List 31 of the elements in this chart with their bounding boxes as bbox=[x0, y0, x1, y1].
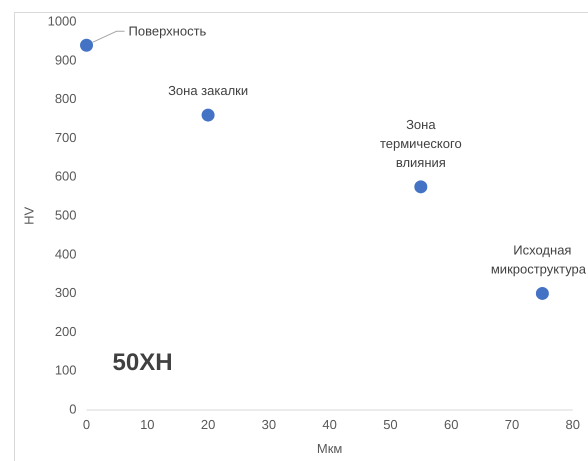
y-tick-label: 500 bbox=[54, 207, 77, 222]
y-tick-label: 1000 bbox=[48, 14, 77, 29]
y-tick-label: 300 bbox=[54, 285, 77, 300]
y-tick-label: 600 bbox=[54, 168, 77, 184]
x-tick-label: 70 bbox=[504, 417, 520, 432]
annotation: Исходная микроструктура bbox=[490, 242, 587, 276]
x-tick-label: 50 bbox=[383, 417, 398, 432]
y-tick-label: 0 bbox=[69, 401, 77, 416]
x-tick-label: 30 bbox=[262, 417, 276, 432]
x-tick-label: 10 bbox=[140, 417, 155, 432]
y-tick-label: 700 bbox=[54, 130, 77, 145]
y-tick-label: 400 bbox=[54, 246, 77, 262]
y-tick-label: 900 bbox=[54, 52, 77, 68]
y-tick-label: 100 bbox=[54, 362, 77, 378]
annotation: Зона закалки bbox=[168, 83, 248, 98]
x-tick-label: 20 bbox=[200, 417, 216, 432]
annotation: Зона термического влияния bbox=[380, 116, 462, 170]
point bbox=[202, 108, 215, 122]
annotation: 50ХН bbox=[112, 348, 173, 376]
y-tick-label: 200 bbox=[54, 324, 77, 339]
x-tick-label: 40 bbox=[322, 417, 337, 432]
x-tick-label: 0 bbox=[82, 417, 90, 432]
y-tick-label: 800 bbox=[54, 91, 77, 106]
x-axis-title: Мкм bbox=[316, 440, 342, 456]
annotation: Поверхность bbox=[128, 23, 207, 38]
x-tick-label: 80 bbox=[566, 417, 580, 432]
y-axis-title: HV bbox=[21, 206, 36, 225]
point bbox=[80, 38, 94, 52]
x-tick-label: 60 bbox=[444, 417, 458, 432]
point bbox=[414, 180, 428, 194]
point bbox=[536, 286, 549, 300]
